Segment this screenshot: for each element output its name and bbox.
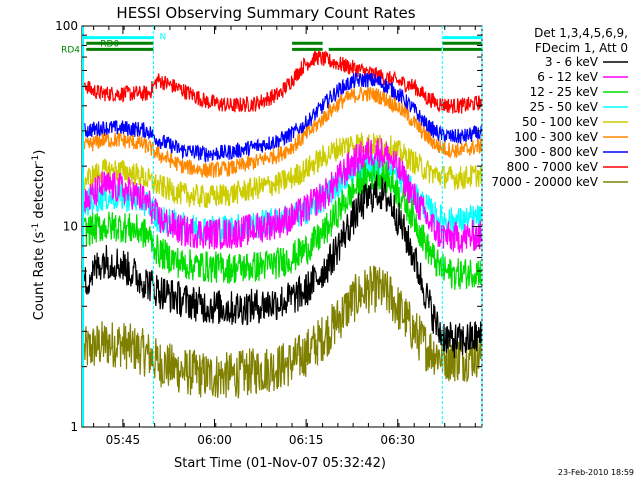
y-axis-label-suffix: detector xyxy=(32,163,47,223)
plot-area: N RD0 RD4 05:45 06:00 06:15 06:30 1 10 100 xyxy=(55,19,483,447)
series-line-8 xyxy=(83,50,482,114)
legend-label: 800 - 7000 keV xyxy=(507,160,599,174)
y-axis-label-sup: -1 xyxy=(31,223,41,232)
y-tick-label: 100 xyxy=(55,19,78,33)
series-line-6 xyxy=(83,86,482,179)
flag-n-label: N xyxy=(159,33,166,43)
axes-layer: 05:45 06:00 06:15 06:30 1 10 100 xyxy=(55,19,482,447)
x-axis-label: Start Time (01-Nov-07 05:32:42) xyxy=(174,456,386,471)
flag-rd4-label: RD4 xyxy=(61,45,80,55)
footer-timestamp: 23-Feb-2010 18:59 xyxy=(558,468,634,477)
legend-label: 7000 - 20000 keV xyxy=(491,175,598,189)
series-layer xyxy=(83,50,482,399)
flag-rd0-label: RD0 xyxy=(100,39,119,49)
x-tick-label: 05:45 xyxy=(106,433,141,447)
legend: Det 1,3,4,5,6,9, FDecim 1, Att 0 3 - 6 k… xyxy=(491,26,628,189)
x-tick-label: 06:15 xyxy=(289,433,324,447)
legend-label: 300 - 800 keV xyxy=(514,145,598,159)
y-axis-label-end: ) xyxy=(32,150,47,155)
series-line-1 xyxy=(83,174,482,359)
flags-layer: N RD0 RD4 xyxy=(61,33,482,55)
x-tick-label: 06:30 xyxy=(380,433,415,447)
chart-title: HESSI Observing Summary Count Rates xyxy=(116,4,415,22)
series-line-2 xyxy=(83,138,482,253)
legend-label: 100 - 300 keV xyxy=(514,130,598,144)
y-axis-label: Count Rate (s-1 detector-1) xyxy=(31,150,47,321)
x-tick-label: 06:00 xyxy=(197,433,232,447)
series-line-5 xyxy=(83,132,482,209)
y-tick-label: 10 xyxy=(63,220,78,234)
y-axis-label-sup-2: -1 xyxy=(31,155,41,164)
legend-label: 25 - 50 keV xyxy=(530,100,599,114)
legend-header-1: Det 1,3,4,5,6,9, xyxy=(534,26,628,40)
legend-label: 12 - 25 keV xyxy=(530,85,599,99)
y-axis-label-prefix: Count Rate (s xyxy=(32,232,47,321)
series-line-9 xyxy=(83,265,482,399)
legend-label: 3 - 6 keV xyxy=(545,55,599,69)
series-line-7 xyxy=(83,72,482,163)
series-line-3 xyxy=(83,159,482,290)
y-tick-label: 1 xyxy=(70,420,78,434)
legend-label: 50 - 100 keV xyxy=(522,115,599,129)
legend-label: 6 - 12 keV xyxy=(537,70,599,84)
legend-header-2: FDecim 1, Att 0 xyxy=(535,41,628,55)
